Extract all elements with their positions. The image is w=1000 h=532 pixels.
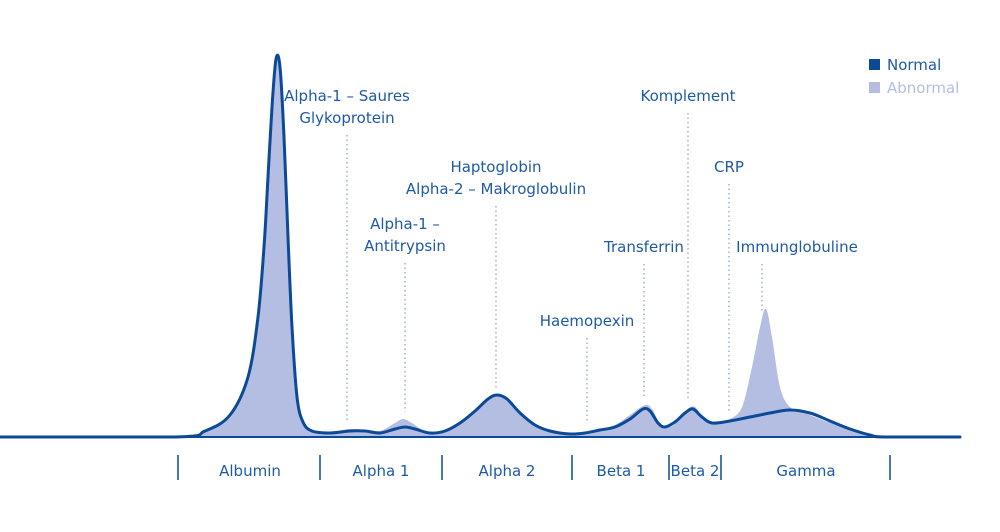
annotation-label: Komplement: [640, 87, 735, 105]
annotation-label: Transferrin: [603, 238, 684, 256]
annotation-label: Haptoglobin: [450, 158, 541, 176]
annotation-label: Haemopexin: [540, 312, 635, 330]
fraction-label: Beta 1: [597, 462, 646, 480]
annotation-label: CRP: [714, 158, 744, 176]
legend-swatch-abnormal: [869, 82, 880, 93]
annotation-label: Glykoprotein: [299, 109, 394, 127]
normal-series-layer: [0, 53, 962, 439]
annotation-label: Alpha-1 –: [370, 215, 440, 233]
fraction-label: Alpha 1: [353, 462, 410, 480]
fraction-label: Alpha 2: [479, 462, 536, 480]
annotation-labels: Alpha-1 – Saures Glykoprotein Alpha-1 – Ant…: [284, 87, 858, 330]
fraction-label: Albumin: [219, 462, 281, 480]
normal-line: [0, 53, 962, 439]
legend-label-abnormal: Abnormal: [887, 79, 959, 97]
annotation-label: Antitrypsin: [364, 237, 446, 255]
annotation-label: Alpha-2 – Makroglobulin: [406, 180, 586, 198]
legend: Normal Abnormal: [869, 56, 959, 97]
annotation-guides: [346, 113, 763, 424]
legend-swatch-normal: [869, 59, 880, 70]
fraction-axis: Albumin Alpha 1 Alpha 2 Beta 1 Beta 2 Gamma: [177, 455, 891, 480]
fraction-label: Beta 2: [671, 462, 720, 480]
fraction-label: Gamma: [776, 462, 835, 480]
legend-label-normal: Normal: [887, 56, 941, 74]
annotation-label: Alpha-1 – Saures: [284, 87, 410, 105]
annotation-label: Immunglobuline: [736, 238, 858, 256]
